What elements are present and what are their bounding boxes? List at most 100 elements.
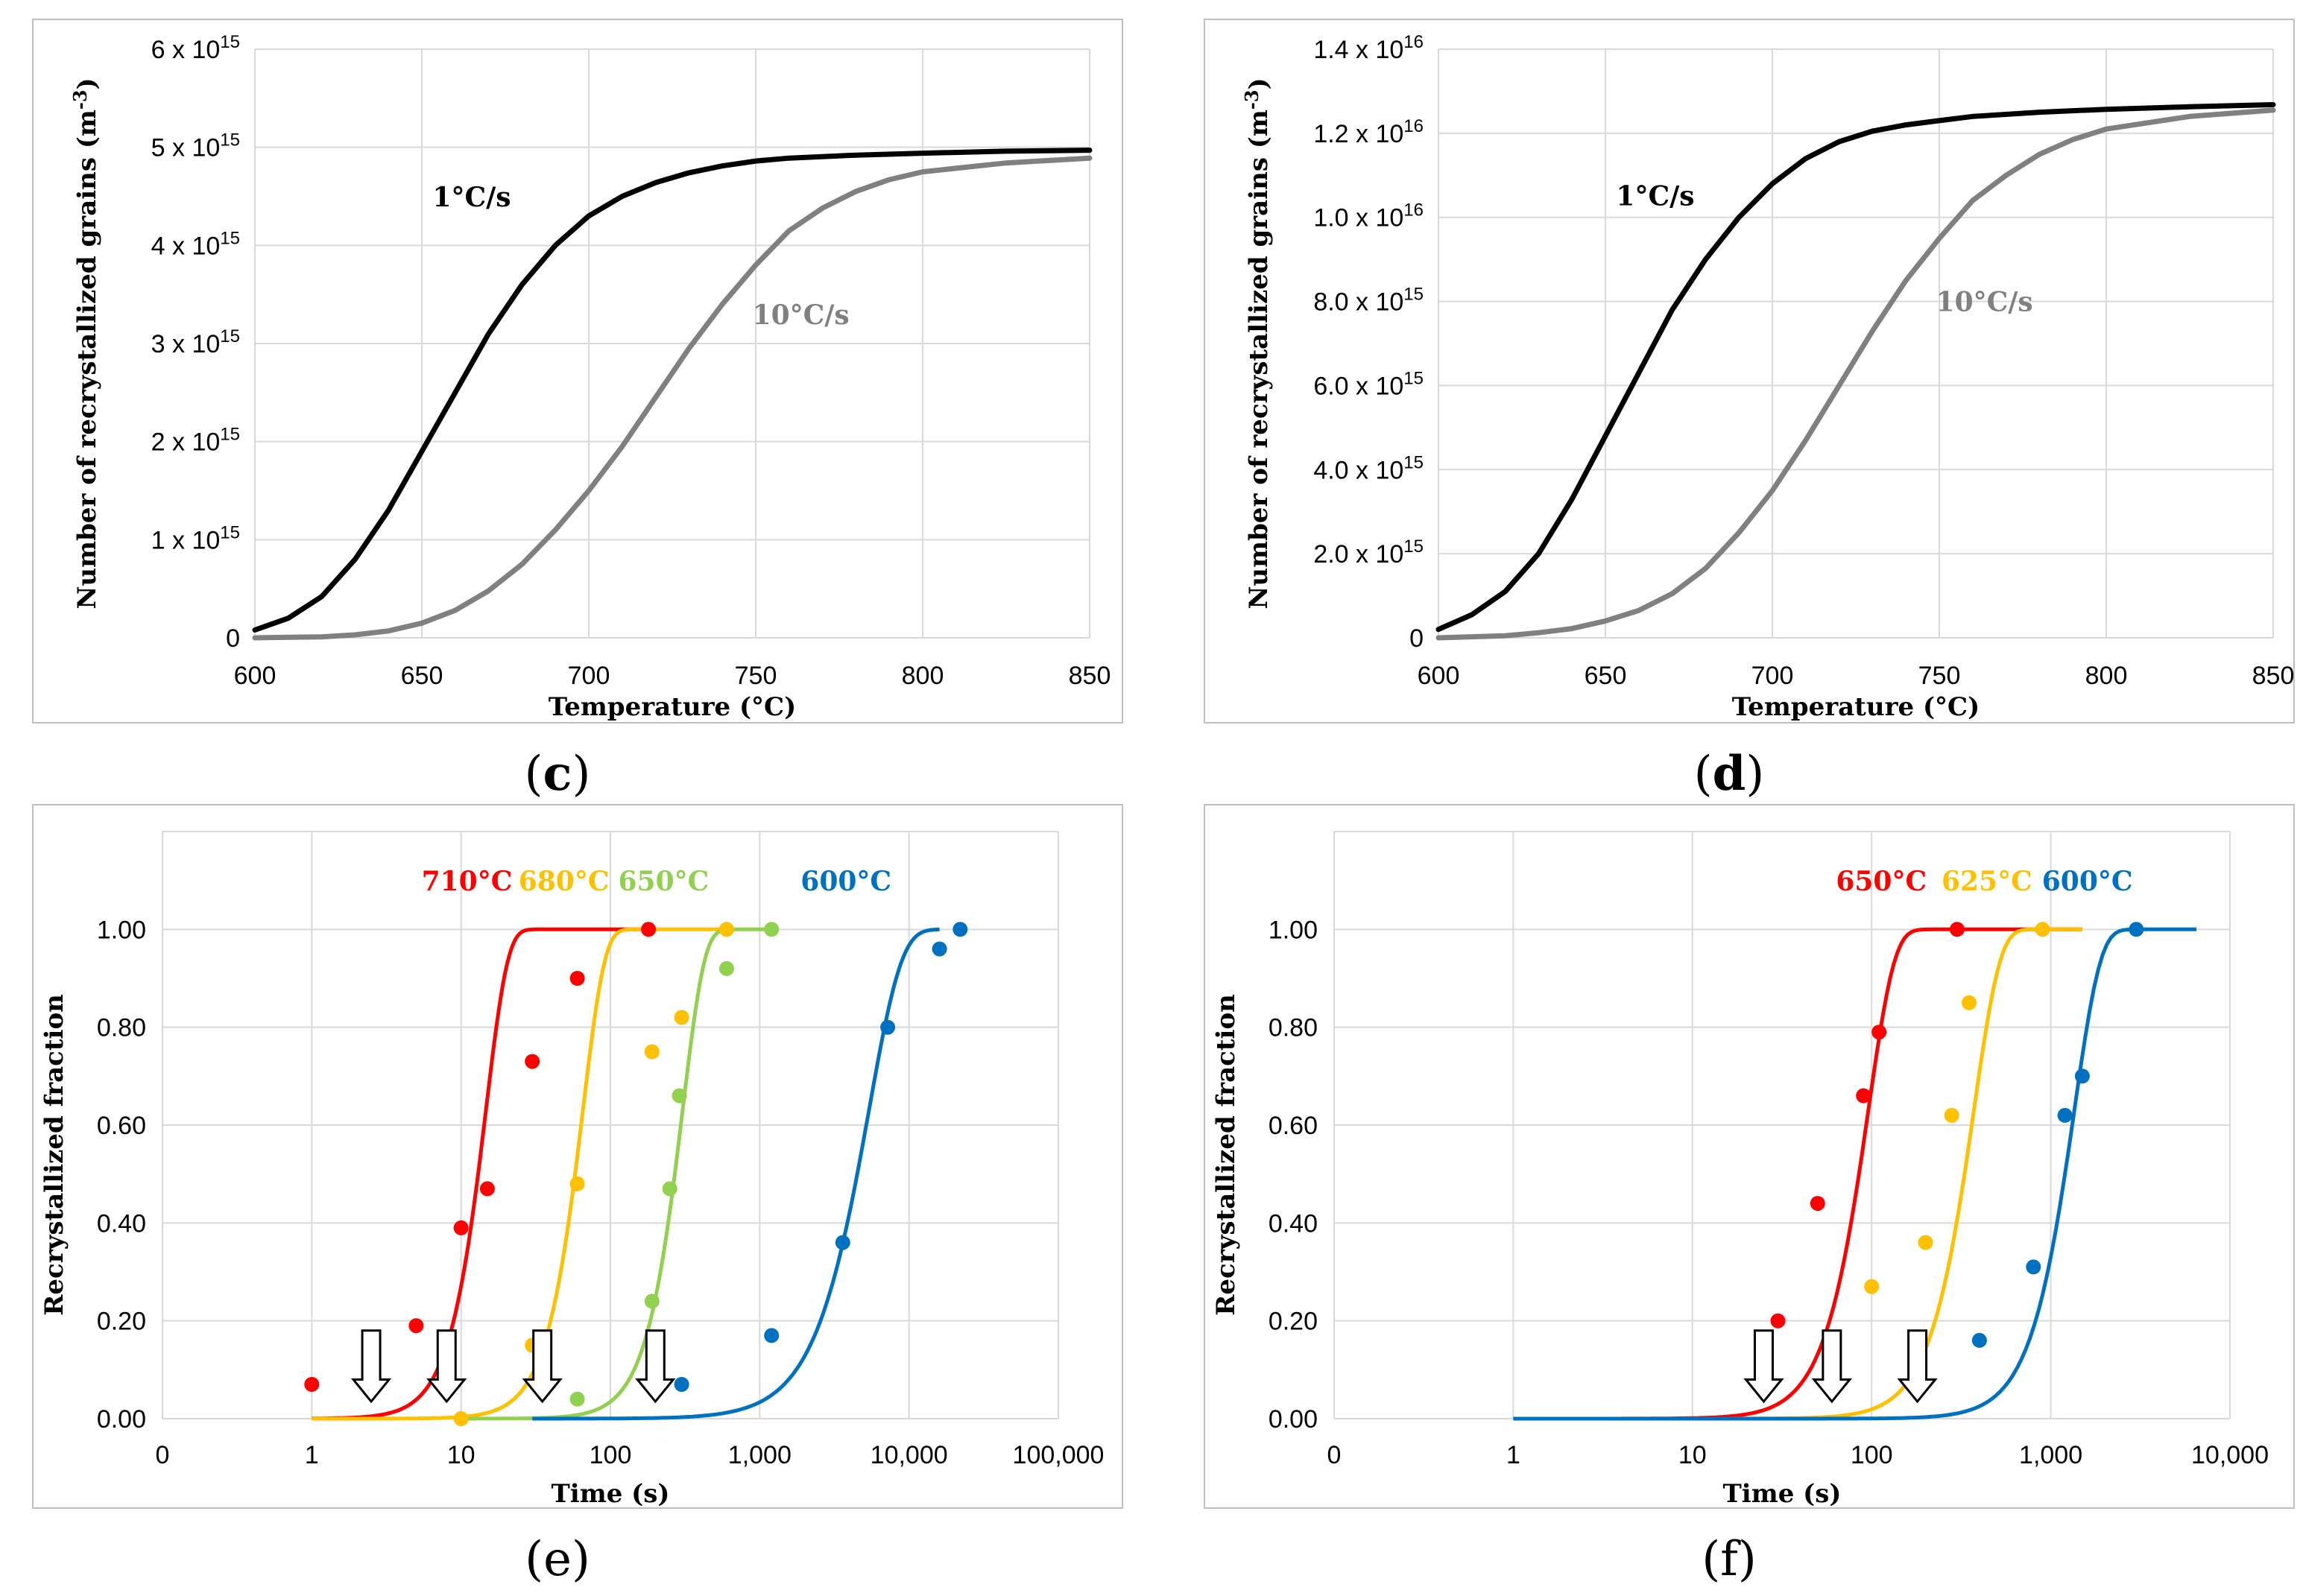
y-tick-label: 8.0 x 1015 [1313, 285, 1424, 317]
data-point [953, 922, 968, 937]
data-point [1944, 1107, 1959, 1123]
data-point [525, 1054, 540, 1069]
y-tick-label: 0 [226, 624, 240, 653]
series-label: 625°C [1942, 866, 2032, 897]
x-tick-label: 0 [156, 1441, 170, 1469]
y-tick-label: 0.00 [1269, 1405, 1318, 1434]
panel-d-frame [1204, 19, 2295, 723]
x-tick-label: 10,000 [871, 1441, 948, 1469]
series-line-fast [1435, 107, 2276, 641]
data-point [1918, 1235, 1933, 1250]
x-tick-label: 700 [1751, 662, 1794, 690]
x-tick-label: 850 [1069, 662, 1111, 690]
y-axis-title: Recrystallized fraction [1211, 994, 1241, 1316]
x-tick-label: 800 [902, 662, 944, 690]
series-label: 1°C/s [1616, 180, 1694, 212]
panel-e-frame [32, 804, 1123, 1509]
y-tick-label: 6 x 1015 [151, 32, 240, 64]
data-point [880, 1019, 896, 1035]
y-tick-label: 0.40 [1269, 1209, 1318, 1238]
x-tick-label: 800 [2085, 662, 2128, 690]
data-point [304, 1377, 320, 1392]
y-tick-label: 0.60 [97, 1112, 146, 1140]
x-tick-label: 750 [1918, 662, 1961, 690]
data-point [644, 1293, 660, 1309]
y-tick-label: 0.00 [97, 1405, 146, 1434]
x-tick-label: 1,000 [2019, 1441, 2082, 1469]
panel-e-chart: 0 1 10 100 1,000 10,000 100,000 0.00 0.20 0.40 0.6… [40, 831, 1105, 1509]
panel-e-letter: (e) [525, 1532, 590, 1587]
series-line-slow [252, 148, 1093, 633]
fit-curve [461, 927, 772, 1421]
data-point [1856, 1088, 1871, 1103]
data-point [932, 941, 947, 957]
data-point [2057, 1107, 2073, 1123]
y-tick-label: 1.0 x 1016 [1313, 200, 1424, 232]
data-point [1871, 1025, 1887, 1040]
data-point [1949, 922, 1965, 937]
y-tick-label: 0 [1409, 624, 1424, 653]
y-tick-label: 1 x 1015 [151, 522, 240, 554]
series-label: 680°C [519, 866, 610, 897]
x-tick-label: 0 [1327, 1441, 1342, 1469]
down-arrow-icon [635, 1329, 676, 1404]
data-point [764, 1328, 780, 1343]
data-point [641, 922, 657, 937]
x-tick-label: 700 [568, 662, 610, 690]
x-tick-label: 100,000 [1013, 1441, 1105, 1469]
x-tick-label: 650 [1585, 662, 1627, 690]
data-point [479, 1181, 495, 1197]
data-point [2129, 922, 2144, 937]
y-tick-label: 0.60 [1269, 1112, 1318, 1140]
data-point [674, 1010, 689, 1025]
series-line-fast [252, 155, 1093, 641]
y-tick-label: 1.00 [1269, 916, 1318, 944]
x-tick-label: 100 [1851, 1441, 1893, 1469]
x-tick-label: 600 [234, 662, 277, 690]
panel-c-frame [32, 19, 1123, 723]
y-axis-title: Number of recrystallized grains (m-3) [1241, 77, 1274, 609]
panel-d-chart: 600 650 700 750 800 850 0 2.0 x 1015 4.0 x 1015 6… [1241, 32, 2294, 722]
series-label: 600°C [800, 866, 891, 897]
down-arrow-icon [1897, 1329, 1938, 1404]
data-point [2026, 1259, 2041, 1275]
x-tick-label: 10,000 [2191, 1441, 2269, 1469]
x-tick-label: 10 [447, 1441, 476, 1469]
data-point [835, 1235, 850, 1250]
x-tick-label: 850 [2252, 662, 2295, 690]
data-point [718, 922, 734, 937]
data-point [569, 1391, 585, 1407]
y-tick-label: 0.80 [1269, 1014, 1318, 1042]
fit-curve [312, 927, 737, 1421]
y-tick-label: 2 x 1015 [151, 425, 240, 457]
data-point [1770, 1313, 1786, 1329]
panel-f-chart: 0 1 10 100 1,000 10,000 0.00 0.20 0.40 0.60 0.80 1.… [1211, 831, 2269, 1509]
x-tick-label: 1 [305, 1441, 319, 1469]
y-tick-label: 1.00 [97, 916, 146, 944]
fit-curve [1513, 927, 2196, 1421]
x-axis-title: Temperature (°C) [1732, 692, 1980, 722]
y-tick-label: 0.20 [97, 1308, 146, 1336]
x-tick-label: 10 [1678, 1441, 1707, 1469]
series-label: 650°C [1836, 866, 1927, 897]
data-point [1971, 1332, 1987, 1348]
y-tick-label: 4 x 1015 [151, 228, 240, 260]
series-label: 650°C [619, 866, 710, 897]
y-tick-label: 0.80 [97, 1014, 146, 1042]
series-label: 10°C/s [753, 300, 850, 331]
panel-f-letter: (f) [1702, 1532, 1757, 1587]
x-tick-label: 1 [1506, 1441, 1520, 1469]
y-tick-label: 1.4 x 1016 [1313, 32, 1424, 64]
series-label: 600°C [2042, 866, 2133, 897]
series-label: 1°C/s [432, 182, 511, 213]
data-point [672, 1088, 687, 1103]
data-point [1962, 995, 1977, 1010]
y-tick-label: 2.0 x 1015 [1313, 536, 1424, 569]
series-label: 710°C [422, 866, 513, 897]
x-tick-label: 100 [590, 1441, 632, 1469]
x-axis-title: Temperature (°C) [549, 692, 796, 722]
down-arrow-icon [426, 1329, 467, 1404]
x-axis-title: Time (s) [552, 1479, 670, 1509]
down-arrow-icon [522, 1329, 563, 1404]
down-arrow-icon [1811, 1329, 1853, 1404]
